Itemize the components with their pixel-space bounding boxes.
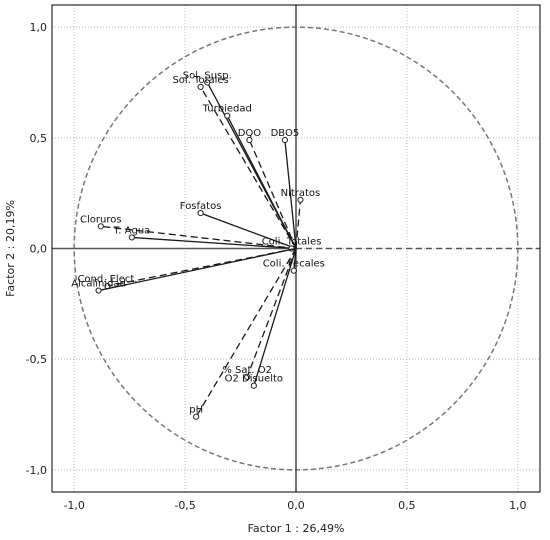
variable-label: Fosfatos	[180, 201, 222, 212]
variable-label: Nitratos	[281, 188, 321, 199]
variable-label: O2 Disuelto	[225, 374, 283, 385]
variable-label: Sol. Totales	[172, 75, 228, 86]
y-tick-label: 1,0	[30, 21, 48, 34]
variable-label: pH	[189, 405, 203, 416]
variable-label: DQO	[238, 128, 262, 139]
x-tick-label: -0,5	[174, 499, 195, 512]
variable-label: T. Agua	[112, 225, 150, 236]
variable-label: Coli. Fecales	[263, 259, 325, 270]
variable-label: Turbiedad	[202, 104, 252, 115]
y-tick-label: -1,0	[26, 464, 47, 477]
y-axis-label: Factor 2 : 20,19%	[4, 200, 17, 297]
variable-label: DBO5	[271, 128, 300, 139]
variable-label: Cloruros	[80, 214, 122, 225]
variable-label: Coli. Totales	[262, 237, 322, 248]
x-tick-label: 1,0	[509, 499, 527, 512]
x-tick-label: 0,5	[398, 499, 416, 512]
x-tick-label: -1,0	[63, 499, 84, 512]
x-tick-label: 0,0	[287, 499, 305, 512]
variable-vector	[196, 249, 296, 417]
x-axis-label: Factor 1 : 26,49%	[248, 522, 345, 535]
variable-label: Alcalinidad	[71, 279, 126, 290]
y-tick-label: 0,5	[30, 132, 48, 145]
y-tick-label: -0,5	[26, 353, 47, 366]
y-tick-label: 0,0	[30, 243, 48, 256]
